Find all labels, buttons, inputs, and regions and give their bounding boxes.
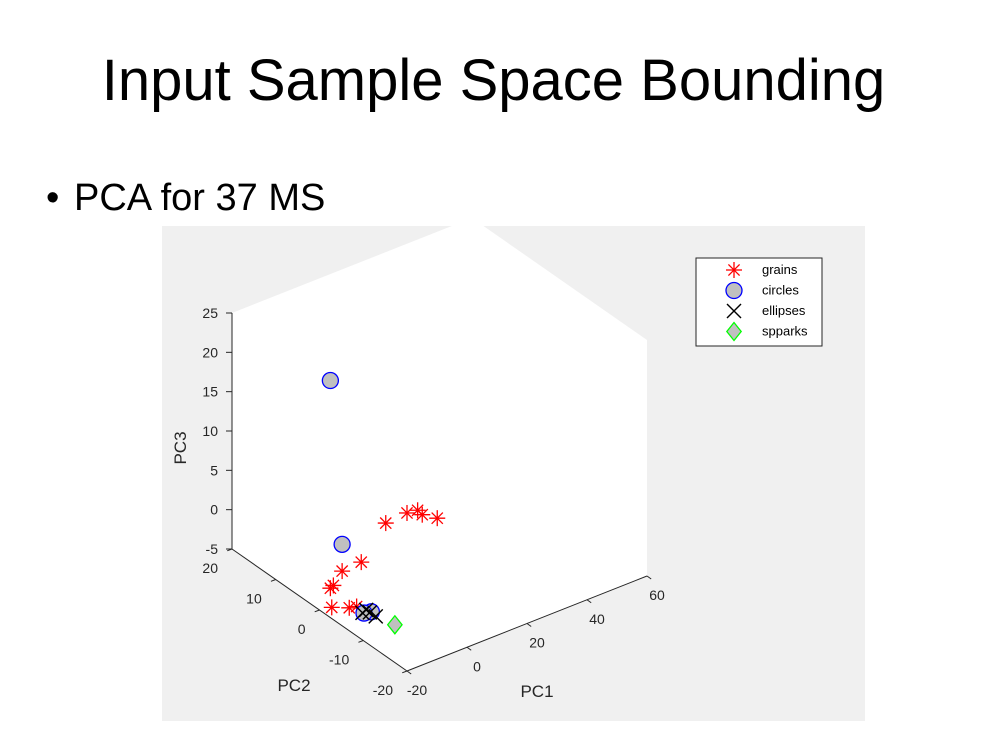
- x-tick-mark: [526, 623, 532, 627]
- grains-point: [323, 599, 340, 616]
- y-tick-label: -10: [329, 652, 349, 668]
- x-tick-label: -20: [407, 682, 427, 698]
- x-tick-mark: [646, 575, 652, 580]
- grains-point: [414, 506, 431, 523]
- y-axis-label: PC2: [277, 676, 310, 695]
- z-tick-label: 25: [202, 305, 218, 321]
- bullet-text: PCA for 37 MS: [74, 177, 326, 219]
- legend-circles-marker: [725, 281, 743, 300]
- grains-point: [429, 510, 446, 527]
- data-points: [321, 371, 446, 635]
- legend-ellipses-label: ellipses: [762, 303, 806, 318]
- z-axis-label: PC3: [171, 431, 190, 464]
- circles-point: [321, 371, 340, 390]
- chart-legend: grains circles ellipses spparks: [695, 257, 823, 347]
- z-tick-label: 10: [202, 423, 218, 439]
- legend-grains-label: grains: [762, 262, 798, 277]
- x-tick-mark: [466, 646, 472, 651]
- y-tick-label: -20: [373, 682, 393, 698]
- grains-point: [322, 580, 339, 597]
- pca-figure: -20 0 20 40 60 -20 -10 0 10 20 -5 0 5 10 15 20 25 PC1 PC…: [162, 218, 865, 721]
- x-tick-label: 20: [529, 635, 545, 651]
- z-tick-label: 20: [202, 344, 218, 360]
- grains-point: [353, 554, 370, 571]
- y-tick-label: 0: [298, 621, 306, 637]
- y-tick-label: 20: [202, 560, 218, 576]
- z-tick-label: 5: [210, 462, 218, 478]
- x-tick-label: 0: [473, 658, 481, 674]
- slide-title: Input Sample Space Bounding: [101, 48, 886, 113]
- y-tick-mark: [270, 579, 276, 582]
- x-tick-mark: [406, 670, 412, 675]
- bullet-item: • PCA for 37 MS: [46, 174, 325, 222]
- axis-ticks: -20 0 20 40 60 -20 -10 0 10 20 -5 0 5 10 15 20 25: [202, 305, 665, 698]
- z-tick-label: 0: [210, 502, 218, 518]
- y-tick-mark: [402, 670, 408, 674]
- ellipses-point: [368, 608, 384, 624]
- grains-point: [399, 504, 415, 521]
- ellipses-point: [355, 605, 370, 621]
- y-tick-mark: [314, 609, 320, 613]
- legend-spparks-label: spparks: [762, 324, 808, 339]
- legend-ellipses-marker: [726, 303, 742, 319]
- legend-circles-label: circles: [762, 283, 799, 298]
- spparks-point: [386, 614, 403, 635]
- x-tick-label: 60: [649, 587, 665, 603]
- y-tick-label: 10: [246, 591, 262, 607]
- legend-spparks-marker: [725, 321, 743, 342]
- pca-3d-scatter-chart: -20 0 20 40 60 -20 -10 0 10 20 -5 0 5 10 15 20 25 PC1 PC…: [162, 218, 865, 721]
- x-tick-mark: [586, 599, 592, 604]
- x-axis-label: PC1: [520, 682, 553, 701]
- grains-point: [334, 563, 351, 580]
- grains-point: [377, 515, 394, 532]
- x-tick-label: 40: [589, 611, 605, 627]
- grains-point: [341, 599, 358, 616]
- bullet-symbol: •: [46, 177, 60, 219]
- axes-background: [232, 218, 647, 671]
- z-tick-label: -5: [206, 541, 219, 557]
- legend-grains-marker: [726, 262, 742, 278]
- circles-point: [333, 535, 351, 553]
- y-tick-mark: [358, 640, 364, 643]
- z-tick-label: 15: [202, 384, 218, 400]
- legend-box: [695, 257, 823, 347]
